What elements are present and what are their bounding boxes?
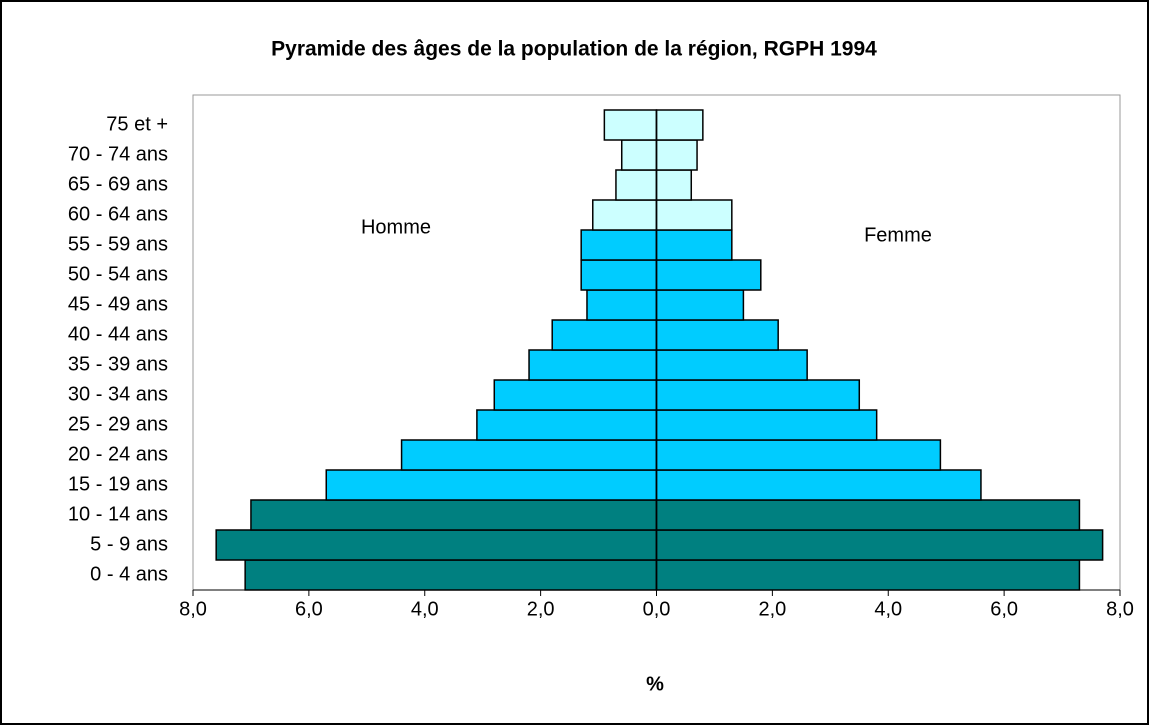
y-tick-label: 65 - 69 ans xyxy=(68,173,168,195)
bar xyxy=(615,169,658,201)
y-tick-label: 10 - 14 ans xyxy=(68,503,168,525)
bar xyxy=(655,349,808,381)
bar xyxy=(493,379,658,411)
bar xyxy=(592,199,658,231)
bar xyxy=(528,349,658,381)
bar xyxy=(580,229,658,261)
bar xyxy=(655,199,733,231)
bar xyxy=(620,139,658,171)
bar xyxy=(655,259,762,291)
bar xyxy=(655,439,942,471)
x-axis-label: % xyxy=(646,673,664,695)
bar xyxy=(655,469,982,501)
y-tick-label: 75 et + xyxy=(106,113,168,135)
y-tick-label: 20 - 24 ans xyxy=(68,443,168,465)
y-tick-label: 60 - 64 ans xyxy=(68,203,168,225)
bar xyxy=(244,559,658,591)
x-tick-label: 6,0 xyxy=(295,598,323,620)
bar xyxy=(476,409,658,441)
y-tick-label: 45 - 49 ans xyxy=(68,293,168,315)
bar xyxy=(580,259,658,291)
bar xyxy=(250,499,658,531)
y-tick-label: 30 - 34 ans xyxy=(68,383,168,405)
x-tick-label: 4,0 xyxy=(411,598,439,620)
y-tick-label: 40 - 44 ans xyxy=(68,323,168,345)
series-label: Femme xyxy=(864,224,932,246)
x-tick-label: 0,0 xyxy=(643,598,671,620)
bar xyxy=(655,499,1081,531)
y-tick-label: 15 - 19 ans xyxy=(68,473,168,495)
x-tick-label: 8,0 xyxy=(1106,598,1134,620)
bar xyxy=(400,439,658,471)
chart-title: Pyramide des âges de la population de la… xyxy=(271,38,877,61)
bar xyxy=(655,229,733,261)
bar xyxy=(655,379,861,411)
bar xyxy=(215,529,658,561)
series-label: Homme xyxy=(361,216,431,238)
y-tick-label: 55 - 59 ans xyxy=(68,233,168,255)
bar xyxy=(325,469,658,501)
bar xyxy=(655,409,878,441)
bar xyxy=(655,289,745,321)
bar xyxy=(655,319,779,351)
y-tick-label: 35 - 39 ans xyxy=(68,353,168,375)
bar xyxy=(655,169,693,201)
bar xyxy=(586,289,658,321)
x-tick-label: 2,0 xyxy=(758,598,786,620)
y-tick-label: 50 - 54 ans xyxy=(68,263,168,285)
bar xyxy=(603,109,658,141)
x-tick-label: 8,0 xyxy=(179,598,207,620)
y-tick-label: 25 - 29 ans xyxy=(68,413,168,435)
x-tick-label: 4,0 xyxy=(874,598,902,620)
bar xyxy=(655,559,1081,591)
x-tick-label: 6,0 xyxy=(990,598,1018,620)
x-tick-label: 2,0 xyxy=(527,598,555,620)
bar xyxy=(655,109,704,141)
bar xyxy=(655,529,1104,561)
y-tick-label: 0 - 4 ans xyxy=(90,563,168,585)
bar xyxy=(655,139,698,171)
y-tick-label: 70 - 74 ans xyxy=(68,143,168,165)
y-tick-label: 5 - 9 ans xyxy=(90,533,168,555)
bar xyxy=(551,319,658,351)
